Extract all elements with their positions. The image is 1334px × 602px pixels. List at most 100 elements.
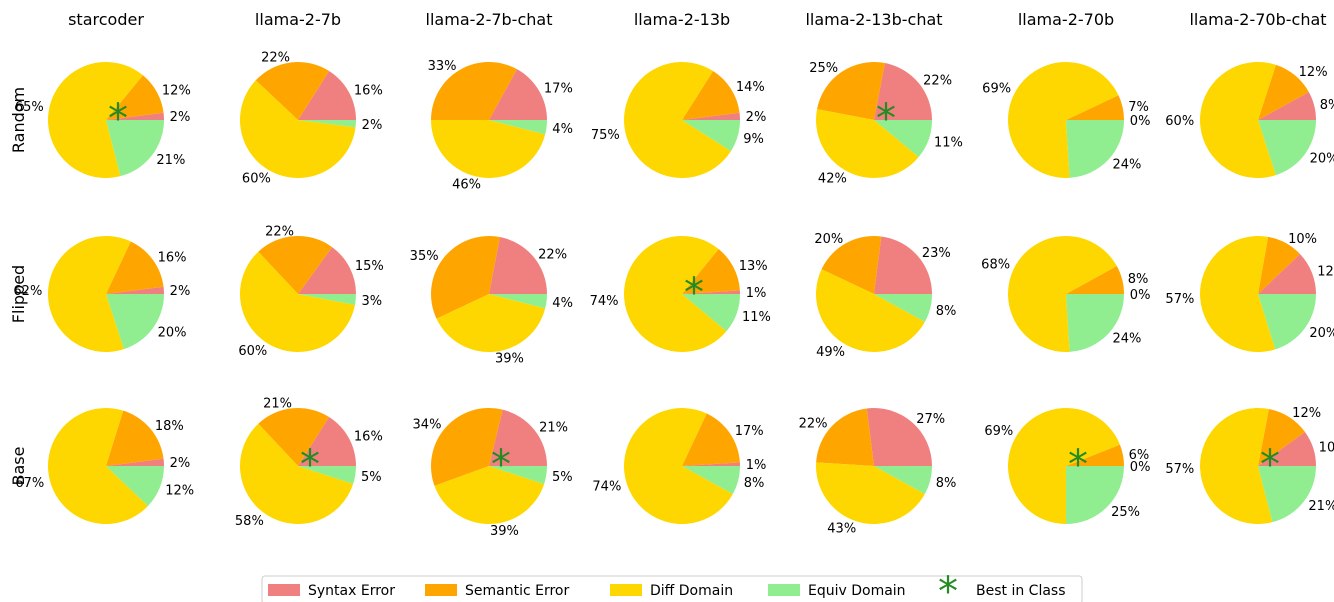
legend-swatch-equiv-domain xyxy=(768,584,800,596)
pct-label-flipped-llama-2-13b-chat-semantic-error: 20% xyxy=(814,232,843,247)
model-title-llama-2-70b-chat: llama-2-70b-chat xyxy=(1189,10,1326,29)
slice-base-llama-2-7b-diff-domain xyxy=(240,423,354,524)
pct-label-flipped-llama-2-70b-chat-semantic-error: 10% xyxy=(1288,232,1317,247)
slice-base-llama-2-7b-equiv-domain xyxy=(298,466,356,484)
legend-label-best-in-class: Best in Class xyxy=(976,583,1066,599)
slice-base-llama-2-7b-chat-syntax-error xyxy=(489,409,547,466)
slice-base-llama-2-7b-semantic-error xyxy=(258,408,330,466)
slice-base-llama-2-13b-chat-syntax-error xyxy=(866,407,932,466)
pct-label-flipped-starcoder-diff-domain: 62% xyxy=(13,284,42,299)
pct-label-base-llama-2-13b-semantic-error: 17% xyxy=(735,424,764,439)
slice-flipped-llama-2-13b-chat-diff-domain xyxy=(815,269,925,353)
pct-label-random-llama-2-70b-chat-semantic-error: 12% xyxy=(1299,65,1328,80)
pct-label-random-llama-2-7b-chat-semantic-error: 33% xyxy=(428,59,457,74)
slice-random-llama-2-7b-syntax-error xyxy=(298,71,356,120)
legend-box xyxy=(261,575,1083,602)
slice-random-llama-2-70b-diff-domain xyxy=(1008,62,1119,179)
pct-label-base-llama-2-13b-chat-semantic-error: 22% xyxy=(799,416,828,431)
slice-flipped-starcoder-semantic-error xyxy=(106,241,164,294)
pct-label-base-starcoder-syntax-error: 2% xyxy=(170,456,191,471)
slice-base-llama-2-7b-syntax-error xyxy=(298,417,356,466)
pct-label-flipped-llama-2-7b-chat-diff-domain: 39% xyxy=(495,352,524,367)
slice-base-llama-2-70b-chat-diff-domain xyxy=(1200,408,1273,524)
pct-label-random-llama-2-13b-chat-syntax-error: 22% xyxy=(923,73,952,88)
slice-base-llama-2-7b-chat-semantic-error xyxy=(431,408,503,486)
pct-label-base-llama-2-70b-chat-semantic-error: 12% xyxy=(1292,406,1321,421)
legend-swatch-semantic-error xyxy=(425,584,457,596)
pct-label-base-starcoder-diff-domain: 67% xyxy=(15,476,44,491)
model-title-llama-2-7b: llama-2-7b xyxy=(255,10,341,29)
best-in-class-marker-base-llama-2-7b-chat: * xyxy=(491,442,511,488)
pct-label-random-llama-2-13b-chat-equiv-domain: 11% xyxy=(934,136,963,151)
pct-label-random-llama-2-7b-semantic-error: 22% xyxy=(261,51,290,66)
slice-flipped-llama-2-13b-chat-syntax-error xyxy=(874,236,932,294)
pct-label-base-llama-2-7b-syntax-error: 16% xyxy=(354,429,383,444)
best-in-class-marker-base-llama-2-70b: * xyxy=(1068,442,1088,488)
slice-flipped-llama-2-13b-syntax-error xyxy=(682,290,740,294)
legend-swatch-syntax-error xyxy=(268,584,300,596)
pct-label-flipped-llama-2-7b-semantic-error: 22% xyxy=(265,224,294,239)
slice-base-llama-2-13b-diff-domain xyxy=(624,408,733,524)
slice-base-llama-2-7b-chat-equiv-domain xyxy=(489,466,547,485)
pct-label-random-llama-2-70b-chat-syntax-error: 8% xyxy=(1320,98,1334,113)
setting-title-base: Base xyxy=(9,447,28,486)
pct-label-base-llama-2-70b-syntax-error: 0% xyxy=(1130,460,1151,475)
pct-label-base-llama-2-70b-chat-equiv-domain: 21% xyxy=(1308,499,1334,514)
pct-label-flipped-llama-2-7b-chat-syntax-error: 22% xyxy=(538,247,567,262)
pct-label-flipped-llama-2-13b-semantic-error: 13% xyxy=(739,259,768,274)
pct-label-random-llama-2-13b-diff-domain: 75% xyxy=(591,128,620,143)
pct-label-random-llama-2-7b-diff-domain: 60% xyxy=(242,172,271,187)
slice-base-llama-2-13b-syntax-error xyxy=(682,462,740,466)
pct-label-base-llama-2-13b-chat-diff-domain: 43% xyxy=(827,521,856,536)
pct-label-random-starcoder-semantic-error: 12% xyxy=(162,83,191,98)
slice-base-llama-2-13b-chat-equiv-domain xyxy=(874,466,932,494)
slice-flipped-llama-2-70b-chat-semantic-error xyxy=(1258,236,1300,294)
pct-label-random-llama-2-70b-equiv-domain: 24% xyxy=(1113,158,1142,173)
slice-flipped-llama-2-70b-chat-equiv-domain xyxy=(1258,294,1316,350)
slice-random-llama-2-7b-diff-domain xyxy=(240,80,356,178)
slice-flipped-llama-2-70b-chat-syntax-error xyxy=(1258,253,1316,294)
pct-label-random-llama-2-7b-chat-syntax-error: 17% xyxy=(544,82,573,97)
legend-marker-best-in-class: * xyxy=(938,569,958,602)
slice-base-llama-2-70b-chat-equiv-domain xyxy=(1258,466,1316,523)
pct-label-random-starcoder-diff-domain: 65% xyxy=(15,100,44,115)
slice-random-llama-2-7b-equiv-domain xyxy=(298,120,356,128)
slice-base-starcoder-syntax-error xyxy=(106,458,164,466)
slice-random-llama-2-70b-chat-syntax-error xyxy=(1258,92,1316,120)
pct-label-random-llama-2-13b-chat-semantic-error: 25% xyxy=(809,61,838,76)
slice-random-llama-2-13b-chat-syntax-error xyxy=(874,63,932,120)
pct-label-base-llama-2-70b-chat-diff-domain: 57% xyxy=(1165,462,1194,477)
slice-random-llama-2-13b-equiv-domain xyxy=(682,120,740,152)
pct-label-random-starcoder-equiv-domain: 21% xyxy=(156,153,185,168)
pct-label-flipped-llama-2-70b-syntax-error: 0% xyxy=(1130,288,1151,303)
pct-label-base-llama-2-7b-chat-diff-domain: 39% xyxy=(490,524,519,539)
model-title-llama-2-13b: llama-2-13b xyxy=(634,10,730,29)
slice-flipped-llama-2-7b-syntax-error xyxy=(298,247,356,294)
pct-label-base-llama-2-13b-syntax-error: 1% xyxy=(746,458,767,473)
pct-label-base-llama-2-13b-chat-syntax-error: 27% xyxy=(916,412,945,427)
pct-label-base-llama-2-7b-chat-semantic-error: 34% xyxy=(413,417,442,432)
pct-label-flipped-llama-2-70b-diff-domain: 68% xyxy=(981,257,1010,272)
pct-label-random-llama-2-13b-equiv-domain: 9% xyxy=(743,132,764,147)
slice-base-llama-2-70b-semantic-error xyxy=(1066,444,1124,466)
setting-title-flipped: Flipped xyxy=(9,265,28,323)
pct-label-base-llama-2-7b-chat-equiv-domain: 5% xyxy=(552,470,573,485)
pct-label-base-llama-2-70b-chat-syntax-error: 10% xyxy=(1319,440,1334,455)
slice-flipped-llama-2-13b-chat-semantic-error xyxy=(821,236,882,294)
pct-label-random-llama-2-13b-semantic-error: 14% xyxy=(736,80,765,95)
slice-random-llama-2-7b-chat-semantic-error xyxy=(431,61,517,120)
slice-flipped-llama-2-7b-equiv-domain xyxy=(298,294,356,305)
pct-label-flipped-llama-2-13b-chat-equiv-domain: 8% xyxy=(936,304,957,319)
slice-base-starcoder-diff-domain xyxy=(48,408,148,524)
slice-random-starcoder-syntax-error xyxy=(106,112,164,120)
best-in-class-marker-flipped-llama-2-13b: * xyxy=(684,270,704,316)
pct-label-random-llama-2-70b-syntax-error: 0% xyxy=(1130,114,1151,129)
pct-label-flipped-llama-2-13b-equiv-domain: 11% xyxy=(742,310,771,325)
pct-label-base-llama-2-13b-chat-equiv-domain: 8% xyxy=(936,476,957,491)
pct-label-random-starcoder-syntax-error: 2% xyxy=(170,110,191,125)
pct-label-random-llama-2-70b-chat-diff-domain: 60% xyxy=(1165,114,1194,129)
pct-label-flipped-llama-2-7b-chat-semantic-error: 35% xyxy=(410,249,439,264)
slice-flipped-llama-2-7b-diff-domain xyxy=(240,251,355,353)
model-title-llama-2-70b: llama-2-70b xyxy=(1018,10,1114,29)
pct-label-flipped-llama-2-7b-diff-domain: 60% xyxy=(238,344,267,359)
